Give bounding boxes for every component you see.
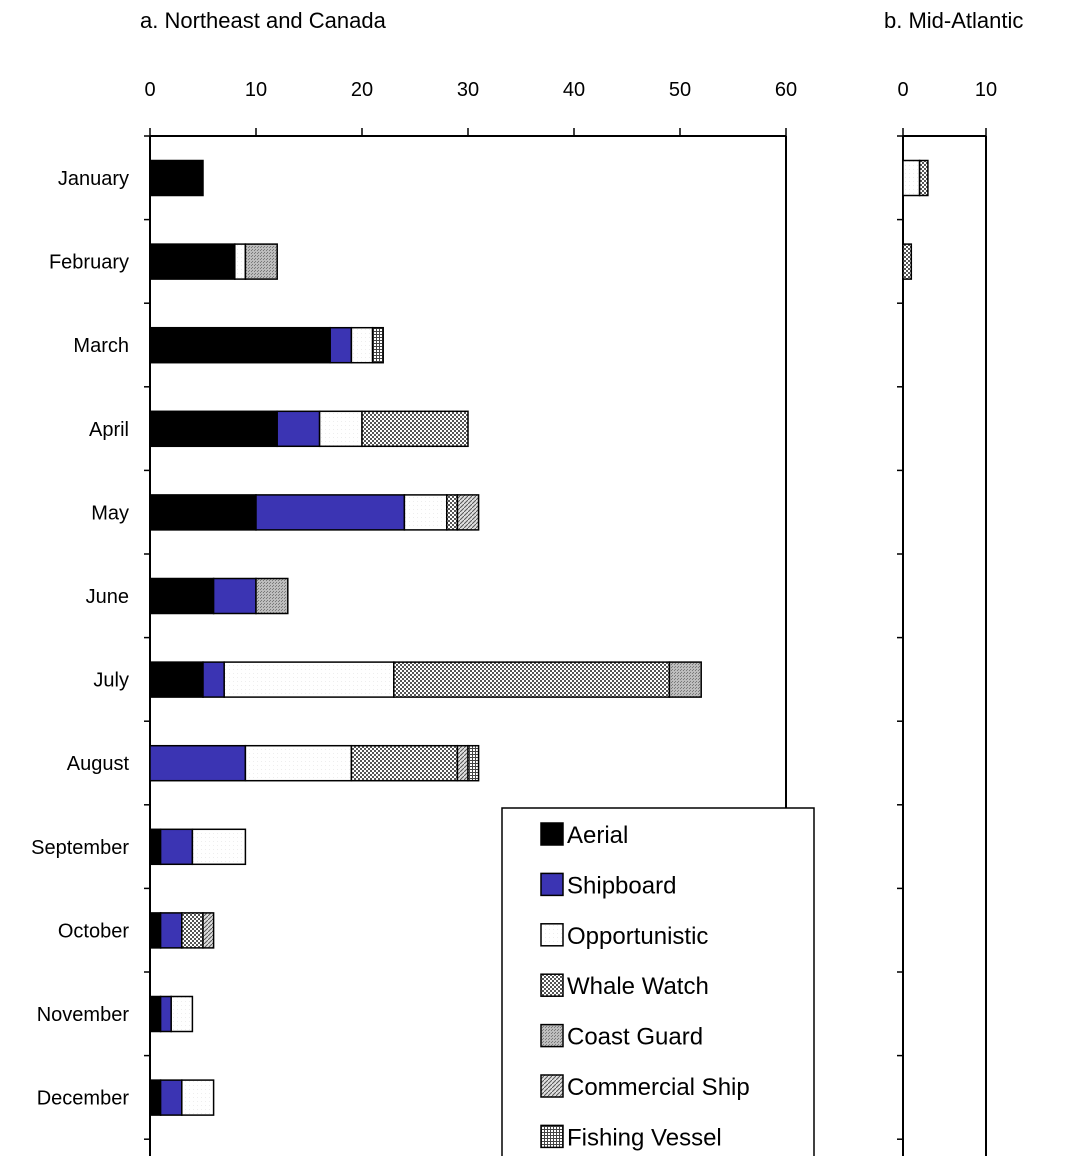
chart-a-title: a. Northeast and Canada: [140, 8, 387, 33]
legend-label-opportunistic: Opportunistic: [567, 923, 708, 950]
category-label-april: April: [89, 419, 129, 441]
chart-a-bar-december-aerial: [149, 1079, 162, 1116]
chart-a-bar-september-shipboard: [159, 828, 194, 866]
chart-a-bar-october-whale-watch: [181, 912, 204, 949]
chart-a-x-tick-label: 60: [775, 79, 797, 101]
category-label-march: March: [73, 335, 129, 357]
chart-a-x-tick-label: 40: [563, 79, 585, 101]
chart-b-bar-january-whale-watch: [918, 159, 929, 197]
chart-a-bar-july-shipboard: [202, 661, 225, 698]
category-label-july: July: [93, 670, 129, 692]
legend-swatch-opportunistic: [540, 923, 564, 947]
chart-a-bar-september-aerial: [149, 828, 162, 866]
legend-swatch-coast-guard: [540, 1023, 564, 1048]
chart-a-x-tick-label: 10: [245, 79, 267, 101]
chart-a-bar-april-shipboard: [276, 410, 321, 448]
chart-a-bar-june-aerial: [149, 577, 215, 615]
category-label-january: January: [58, 168, 129, 190]
chart-a-bar-may-aerial: [149, 494, 257, 531]
chart-a-bar-december-opportunistic: [181, 1079, 215, 1116]
category-label-february: February: [49, 252, 129, 274]
category-label-december: December: [37, 1088, 130, 1110]
legend-swatch-whale-watch: [540, 973, 564, 997]
chart-a-bar-october-aerial: [149, 912, 162, 949]
chart-a-bar-may-commercial-ship: [456, 494, 480, 531]
chart-a-x-tick-label: 0: [144, 79, 155, 101]
chart-a-bar-april-aerial: [149, 410, 278, 448]
category-label-october: October: [58, 920, 129, 942]
chart-a-bar-april-opportunistic: [318, 410, 363, 448]
chart-a-bar-january-aerial: [149, 159, 204, 197]
chart-a-bar-may-shipboard: [255, 494, 406, 531]
chart-a-bar-june-shipboard: [212, 577, 257, 615]
chart-a-bar-may-whale-watch: [446, 494, 459, 531]
chart-a-bar-july-aerial: [149, 661, 204, 698]
chart-a-bar-november-shipboard: [159, 995, 172, 1033]
legend-swatch-commercial-ship: [540, 1074, 564, 1098]
chart-b-x-tick-label: 0: [897, 79, 908, 101]
chart-a-bar-november-aerial: [149, 995, 162, 1033]
chart-b-bar-february-whale-watch: [902, 243, 913, 280]
chart-a-bar-december-shipboard: [159, 1079, 183, 1116]
chart-a-bar-october-commercial-ship: [202, 912, 215, 949]
chart-a-bar-august-whale-watch: [350, 744, 459, 782]
category-label-november: November: [37, 1004, 130, 1026]
category-label-june: June: [86, 586, 129, 608]
chart-a-bar-july-opportunistic: [223, 661, 395, 698]
category-label-august: August: [67, 753, 130, 775]
chart-a-bar-september-opportunistic: [191, 828, 247, 866]
chart-a-bar-february-aerial: [149, 243, 236, 280]
legend-items: Aerial Shipboard Opportunistic Whale Watch C…: [540, 822, 750, 1151]
chart-a-bar-april-whale-watch: [361, 410, 469, 448]
chart-a-bar-may-opportunistic: [403, 494, 448, 531]
chart-a-bar-july-whale-watch: [393, 661, 671, 698]
chart-b-plot-area: [902, 135, 987, 1156]
chart-a-bar-august-shipboard: [149, 744, 247, 782]
chart-a-bar-august-opportunistic: [244, 744, 353, 782]
chart-b-bar-january-opportunistic: [902, 159, 921, 197]
chart-a-bar-november-opportunistic: [170, 995, 194, 1033]
chart-a-bar-march-fishing-vessel: [371, 326, 384, 364]
legend-swatch-shipboard: [540, 872, 564, 897]
legend-label-whale-watch: Whale Watch: [567, 973, 709, 1000]
legend-swatch-fishing-vessel: [540, 1124, 564, 1149]
chart-a-x-tick-label: 30: [457, 79, 479, 101]
legend: Aerial Shipboard Opportunistic Whale Watch C…: [501, 807, 815, 1156]
chart-a-bar-march-aerial: [149, 326, 331, 364]
chart-a-x-tick-label: 20: [351, 79, 373, 101]
chart-b-title: b. Mid-Atlantic: [884, 8, 1023, 33]
category-label-may: May: [91, 502, 129, 524]
legend-label-coast-guard: Coast Guard: [567, 1024, 703, 1051]
chart-a-bar-august-fishing-vessel: [467, 744, 480, 782]
legend-label-aerial: Aerial: [567, 822, 628, 849]
chart-a-x-tick-label: 50: [669, 79, 691, 101]
chart-a-bar-march-shipboard: [329, 326, 353, 364]
legend-label-commercial-ship: Commercial Ship: [567, 1074, 750, 1101]
chart-a-bar-august-commercial-ship: [456, 744, 469, 782]
legend-label-fishing-vessel: Fishing Vessel: [567, 1124, 722, 1151]
chart-a-bar-march-opportunistic: [350, 326, 374, 364]
legend-label-shipboard: Shipboard: [567, 872, 676, 899]
chart-a-marks: 0 10 20 30 40 50 60 January February March April Ma…: [31, 79, 797, 1140]
chart-a-bar-june-coast-guard: [255, 577, 289, 615]
chart-a-bar-october-shipboard: [159, 912, 183, 949]
chart-a-bar-july-coast-guard: [668, 661, 702, 698]
chart-b-marks: 0 10: [897, 79, 997, 1140]
category-label-september: September: [31, 837, 129, 859]
chart-b-x-tick-label: 10: [975, 79, 997, 101]
legend-swatch-aerial: [540, 822, 564, 846]
chart-a-bar-february-coast-guard: [244, 243, 278, 280]
chart-a-bar-february-opportunistic: [234, 243, 247, 280]
